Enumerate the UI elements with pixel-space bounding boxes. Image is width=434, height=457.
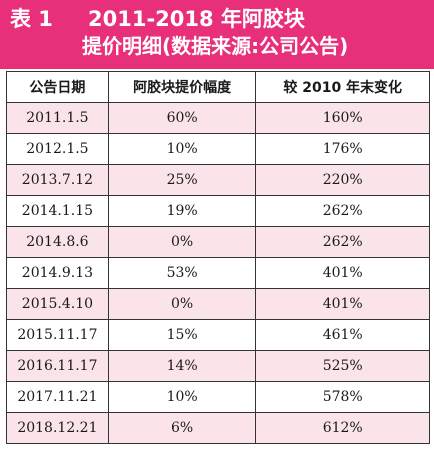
cell-change: 401%: [255, 288, 430, 320]
header-date: 公告日期: [6, 71, 109, 103]
header-row: 公告日期 阿胶块提价幅度 较 2010 年末变化: [6, 71, 430, 103]
cell-increase: 15%: [107, 319, 257, 351]
cell-change: 160%: [255, 102, 430, 134]
table-label: 表 1: [10, 7, 53, 31]
cell-date: 2013.7.12: [6, 164, 109, 196]
cell-date: 2015.11.17: [6, 319, 109, 351]
table-row: 2011.1.5 60% 160%: [6, 102, 430, 134]
header-change: 较 2010 年末变化: [255, 71, 430, 103]
cell-increase: 60%: [107, 102, 257, 134]
cell-increase: 19%: [107, 195, 257, 227]
price-increase-table: 公告日期 阿胶块提价幅度 较 2010 年末变化 2011.1.5 60% 160%…: [6, 71, 430, 444]
table-row: 2014.8.6 0% 262%: [6, 226, 430, 258]
cell-date: 2012.1.5: [6, 133, 109, 165]
cell-change: 401%: [255, 257, 430, 289]
cell-change: 461%: [255, 319, 430, 351]
cell-change: 176%: [255, 133, 430, 165]
cell-increase: 10%: [107, 381, 257, 413]
title-text: 2011-2018 年阿胶块: [88, 7, 305, 31]
cell-increase: 6%: [107, 412, 257, 444]
cell-increase: 25%: [107, 164, 257, 196]
cell-increase: 14%: [107, 350, 257, 382]
title-banner: 表 1 2011-2018 年阿胶块 提价明细(数据来源:公司公告): [0, 0, 434, 69]
cell-change: 578%: [255, 381, 430, 413]
cell-change: 220%: [255, 164, 430, 196]
cell-change: 262%: [255, 226, 430, 258]
cell-date: 2014.1.15: [6, 195, 109, 227]
cell-change: 262%: [255, 195, 430, 227]
cell-change: 612%: [255, 412, 430, 444]
table-row: 2015.11.17 15% 461%: [6, 319, 430, 351]
header-increase: 阿胶块提价幅度: [107, 71, 257, 103]
title-subtitle: 提价明细(数据来源:公司公告): [82, 34, 349, 58]
cell-date: 2018.12.21: [6, 412, 109, 444]
table-row: 2016.11.17 14% 525%: [6, 350, 430, 382]
table-row: 2015.4.10 0% 401%: [6, 288, 430, 320]
cell-increase: 53%: [107, 257, 257, 289]
cell-change: 525%: [255, 350, 430, 382]
table-row: 2014.1.15 19% 262%: [6, 195, 430, 227]
cell-date: 2014.8.6: [6, 226, 109, 258]
table-row: 2012.1.5 10% 176%: [6, 133, 430, 165]
cell-increase: 0%: [107, 226, 257, 258]
cell-increase: 10%: [107, 133, 257, 165]
table-row: 2013.7.12 25% 220%: [6, 164, 430, 196]
cell-date: 2014.9.13: [6, 257, 109, 289]
table-row: 2017.11.21 10% 578%: [6, 381, 430, 413]
cell-date: 2011.1.5: [6, 102, 109, 134]
cell-date: 2016.11.17: [6, 350, 109, 382]
cell-date: 2017.11.21: [6, 381, 109, 413]
table-row: 2014.9.13 53% 401%: [6, 257, 430, 289]
cell-date: 2015.4.10: [6, 288, 109, 320]
cell-increase: 0%: [107, 288, 257, 320]
table-row: 2018.12.21 6% 612%: [6, 412, 430, 444]
title-line-1: 表 1 2011-2018 年阿胶块: [10, 6, 434, 33]
